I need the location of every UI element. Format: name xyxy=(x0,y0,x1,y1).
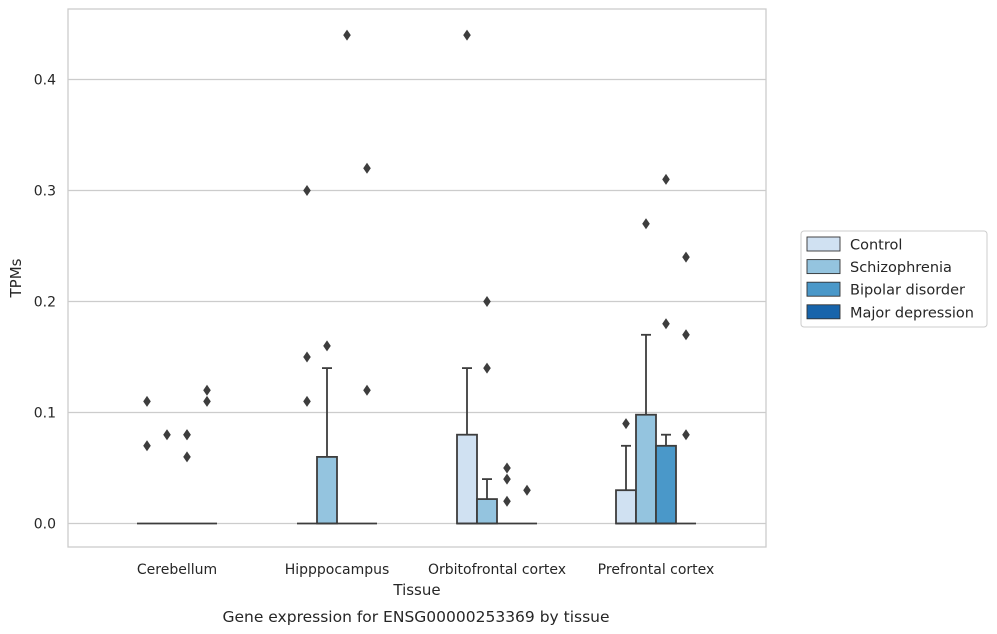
outlier-point xyxy=(363,162,371,174)
legend-label: Bipolar disorder xyxy=(850,283,965,299)
box xyxy=(615,489,637,525)
x-tick-label: Hipppocampus xyxy=(285,562,390,578)
box-3-2 xyxy=(655,173,677,525)
box-0-1 xyxy=(157,429,177,525)
outlier-point xyxy=(343,29,351,41)
box-2-0 xyxy=(456,29,478,525)
box-0-3 xyxy=(197,384,217,525)
outlier-point xyxy=(143,440,151,452)
x-tick-label: Orbitofrontal cortex xyxy=(428,562,566,578)
legend-label: Major depression xyxy=(850,305,974,321)
box-0-2 xyxy=(177,429,197,525)
outlier-point xyxy=(682,251,690,263)
outlier-point xyxy=(323,340,331,352)
outlier-point xyxy=(523,484,531,496)
x-axis-title: Tissue xyxy=(392,581,440,599)
outlier-point xyxy=(483,362,491,374)
outlier-point xyxy=(163,429,171,441)
y-axis-title: TPMs xyxy=(7,258,25,298)
box xyxy=(655,444,677,525)
y-tick-label: 0.0 xyxy=(34,517,56,533)
legend-swatch xyxy=(806,259,841,275)
y-tick-label: 0.4 xyxy=(34,73,56,89)
y-tick-label: 0.2 xyxy=(34,295,56,311)
x-tick-label: Cerebellum xyxy=(137,562,217,578)
outlier-point xyxy=(503,462,511,474)
outlier-point xyxy=(503,473,511,485)
box-2-2 xyxy=(497,462,517,525)
legend-label: Control xyxy=(850,238,902,254)
box-1-0 xyxy=(297,185,317,525)
chart-caption: Gene expression for ENSG00000253369 by t… xyxy=(222,608,609,626)
y-tick-label: 0.1 xyxy=(34,406,56,422)
outlier-point xyxy=(363,384,371,396)
outlier-point xyxy=(662,318,670,330)
outlier-point xyxy=(303,185,311,196)
x-tick-label: Prefrontal cortex xyxy=(598,562,715,578)
box-1-2 xyxy=(337,29,357,525)
outlier-point xyxy=(183,429,191,441)
outlier-point xyxy=(463,29,471,41)
box-0-0 xyxy=(137,395,157,525)
outlier-point xyxy=(642,218,650,230)
y-tick-label: 0.3 xyxy=(34,184,56,200)
plot-frame xyxy=(67,8,767,548)
legend-swatch xyxy=(806,281,841,297)
legend-swatch xyxy=(806,304,841,320)
box-1-1 xyxy=(316,340,338,525)
legend: Control Schizophrenia Bipolar disorder Majo… xyxy=(800,230,988,328)
box xyxy=(316,455,338,525)
outlier-point xyxy=(622,418,630,430)
outlier-point xyxy=(143,395,151,407)
box xyxy=(456,433,478,525)
legend-label: Schizophrenia xyxy=(850,260,952,276)
outlier-point xyxy=(203,395,211,407)
box-2-1 xyxy=(476,296,498,525)
outlier-point xyxy=(203,384,211,396)
box-1-3 xyxy=(357,162,377,525)
outlier-point xyxy=(682,429,690,441)
outlier-point xyxy=(503,495,511,507)
legend-swatch xyxy=(806,236,841,252)
outlier-point xyxy=(303,395,311,407)
box-2-3 xyxy=(517,484,537,525)
y-axis-ticks: 0.0 0.1 0.2 0.3 0.4 xyxy=(34,73,56,533)
outlier-point xyxy=(303,351,311,363)
box-3-3 xyxy=(676,251,696,525)
outlier-point xyxy=(183,451,191,463)
legend-frame xyxy=(800,230,988,328)
box xyxy=(635,413,657,525)
outlier-point xyxy=(483,296,491,307)
x-axis-ticks: Cerebellum Hipppocampus Orbitofrontal cort… xyxy=(137,562,714,578)
outlier-point xyxy=(662,173,670,185)
box xyxy=(476,498,498,525)
outlier-point xyxy=(682,329,690,341)
box-groups xyxy=(137,29,696,525)
